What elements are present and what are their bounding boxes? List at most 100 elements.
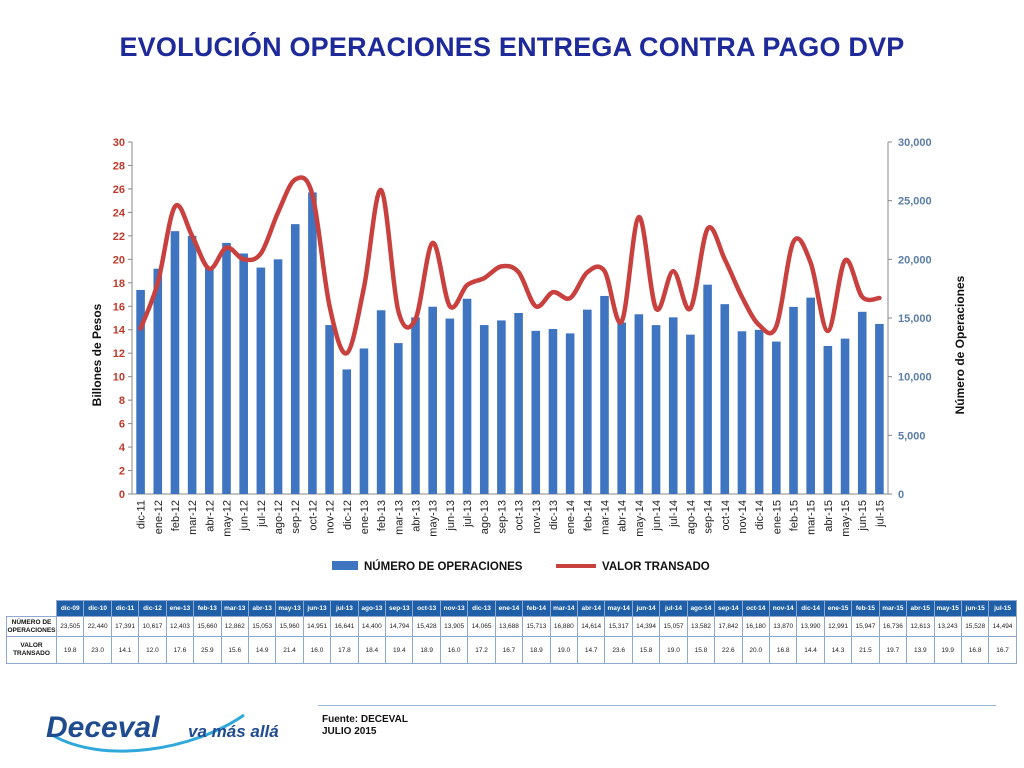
- x-tick-label: nov-14: [737, 500, 749, 534]
- table-cell-valor: 15.8: [686, 636, 716, 664]
- table-cell-valor: 19.8: [55, 636, 85, 664]
- table-header-cell: feb-14: [522, 600, 551, 617]
- table-header-cell: dic-09: [55, 600, 85, 617]
- x-tick-label: sep-12: [290, 500, 302, 534]
- table-header-cell: dic-10: [83, 600, 112, 617]
- chart-legend: NÚMERO DE OPERACIONES VALOR TRANSADO: [332, 560, 710, 573]
- table-header-cell: dic-11: [110, 600, 140, 617]
- x-tick-label: nov-13: [531, 500, 543, 534]
- table-cell-valor: 17.6: [165, 636, 195, 664]
- x-tick-label: abr-12: [204, 500, 216, 532]
- x-tick-label: dic-13: [548, 500, 560, 530]
- left-tick-label: 6: [119, 419, 125, 431]
- left-tick-label: 20: [113, 254, 125, 266]
- table-cell-operaciones: 14,065: [467, 616, 496, 637]
- left-tick-label: 22: [113, 231, 125, 243]
- x-tick-label: mar-15: [806, 500, 818, 535]
- table-cell-valor: 14.7: [577, 636, 606, 664]
- x-tick-label: oct-13: [514, 500, 526, 531]
- table-header-cell: mar-14: [549, 600, 579, 617]
- table-cell-valor: 19.9: [933, 636, 962, 664]
- bar: [583, 309, 592, 494]
- left-tick-label: 26: [113, 184, 125, 196]
- left-tick-label: 12: [113, 348, 125, 360]
- bar: [394, 343, 403, 494]
- bar: [462, 298, 472, 494]
- right-tick-label: 0: [898, 489, 904, 501]
- bar: [497, 320, 506, 494]
- valor-transado-line: [138, 175, 882, 356]
- bar: [823, 346, 833, 494]
- table-header-cell: may-13: [275, 600, 304, 617]
- table-header-cell: mar-15: [878, 600, 908, 617]
- right-tick-label: 25,000: [898, 196, 932, 208]
- x-tick-label: ene-14: [565, 500, 577, 534]
- bar: [720, 304, 730, 494]
- bar: [754, 329, 764, 494]
- table-cell-valor: 18.9: [412, 636, 441, 664]
- bar: [479, 325, 489, 494]
- table-row-valor: VALOR TRANSADO 19.8 23.0 14.1 12.0 17.6 25.9 1…: [6, 636, 1017, 664]
- table-cell-operaciones: 15,660: [193, 616, 222, 637]
- source-line-2: JULIO 2015: [322, 726, 377, 737]
- legend-bar-label: NÚMERO DE OPERACIONES: [364, 560, 523, 573]
- logo-text: Deceval: [46, 711, 160, 744]
- bar: [187, 235, 197, 494]
- bar: [857, 311, 867, 494]
- x-tick-label: jul-15: [874, 500, 886, 528]
- x-tick-label: dic-11: [136, 500, 148, 529]
- table-cell-operaciones: 15,947: [851, 616, 880, 637]
- table-header-cell: ago-14: [686, 600, 716, 617]
- table-cell-operaciones: 12,613: [906, 616, 935, 637]
- table-cell-operaciones: 15,317: [604, 616, 633, 637]
- table-cell-operaciones: 15,528: [960, 616, 990, 637]
- x-tick-label: ago-13: [479, 500, 491, 534]
- logo-swoosh: [51, 713, 245, 753]
- table-cell-operaciones: 15,057: [659, 616, 688, 637]
- bar: [600, 295, 609, 494]
- table-cell-operaciones: 15,713: [522, 616, 551, 637]
- x-tick-label: abr-13: [411, 500, 423, 532]
- left-tick-label: 14: [113, 325, 126, 337]
- table-header-cell: abr-13: [247, 600, 277, 617]
- bar: [840, 338, 850, 494]
- table-cell-valor: 13.9: [906, 636, 935, 664]
- table-header-cell: jul-13: [330, 600, 359, 617]
- dvp-chart: 02468101214161820222426283005,00010,0001…: [90, 137, 967, 573]
- table-header-cell: dic-12: [138, 600, 167, 617]
- deceval-logo: Deceval va más allá: [46, 711, 279, 753]
- bar: [875, 323, 884, 494]
- x-tick-label: dic-12: [342, 500, 354, 530]
- table-header-cell: oct-13: [412, 600, 441, 617]
- bar: [686, 334, 695, 494]
- table-cell-operaciones: 17,391: [110, 616, 140, 637]
- table-header-cell: jul-14: [659, 600, 688, 617]
- table-cell-operaciones: 14,794: [385, 616, 414, 637]
- bar: [772, 341, 781, 494]
- table-header-cell: abr-14: [577, 600, 606, 617]
- bar: [136, 289, 145, 494]
- bar: [359, 348, 369, 494]
- table-cell-operaciones: 16,736: [878, 616, 908, 637]
- table-cell-valor: 14.3: [823, 636, 853, 664]
- x-tick-label: jul-14: [668, 500, 680, 528]
- x-tick-label: may-13: [428, 500, 440, 537]
- right-tick-label: 5,000: [898, 430, 926, 442]
- table-header-cell: sep-14: [714, 600, 743, 617]
- footer-divider: [318, 705, 996, 706]
- table-header-cell: jun-13: [302, 600, 332, 617]
- table-cell-valor: 23.0: [83, 636, 112, 664]
- bar: [170, 231, 180, 494]
- table-cell-operaciones: 13,990: [796, 616, 825, 637]
- bar: [737, 331, 747, 494]
- bar: [273, 259, 283, 494]
- x-tick-label: nov-12: [325, 500, 337, 534]
- left-tick-label: 10: [113, 372, 125, 384]
- table-header-cell: jun-15: [960, 600, 990, 617]
- table-cell-valor: 18.9: [522, 636, 551, 664]
- table-cell-valor: 21.4: [275, 636, 304, 664]
- bar: [428, 306, 437, 494]
- table-header-cell: oct-14: [741, 600, 770, 617]
- source-line-1: Fuente: DECEVAL: [322, 714, 408, 725]
- table-cell-operaciones: 14,494: [988, 616, 1017, 637]
